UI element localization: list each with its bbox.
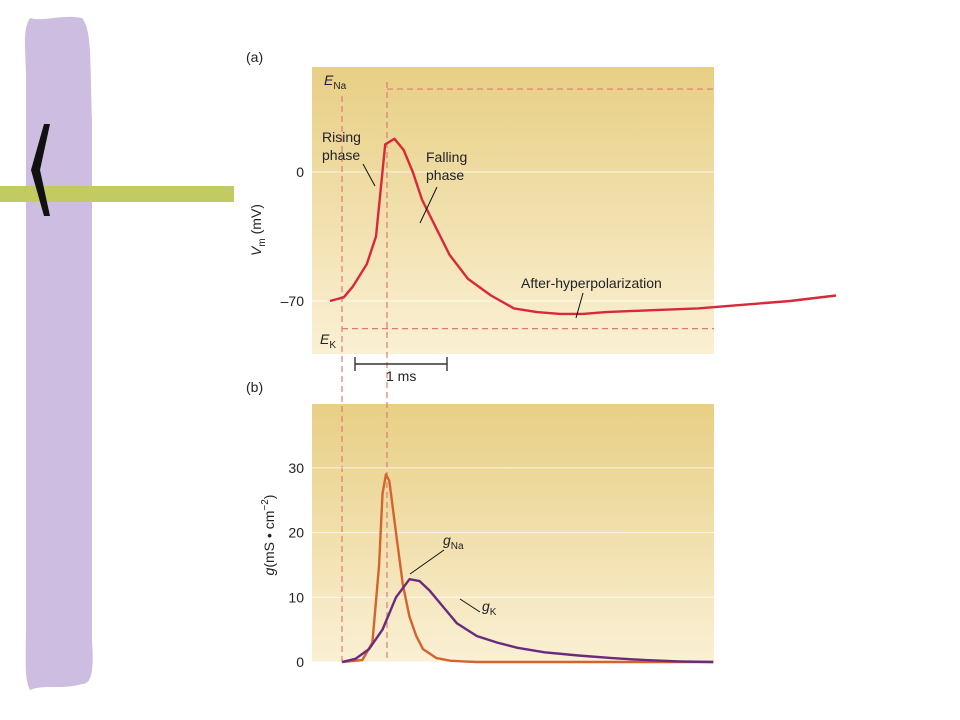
decorative-purple-bar <box>25 16 93 691</box>
panel-a-label: (a) <box>246 49 263 65</box>
decorative-chevron <box>31 124 50 216</box>
e-na-label: ENa <box>324 72 347 92</box>
panel-a-gridlines <box>312 171 714 302</box>
g-na-label: gNa <box>443 532 464 552</box>
y-tick-label: 20 <box>288 525 304 541</box>
decorative-green-bar <box>0 186 234 202</box>
after-hyperpolarization-pointer <box>575 292 584 319</box>
y-tick-label: 0 <box>296 654 304 670</box>
falling-phase-pointer <box>419 186 438 224</box>
y-tick-label: 10 <box>288 589 304 605</box>
g-k-label: gK <box>482 598 497 618</box>
falling-phase-label: Falling phase <box>426 149 471 183</box>
y-tick-label: 30 <box>288 460 304 476</box>
g-na-curve <box>341 473 714 664</box>
g-k-pointer <box>459 598 481 613</box>
y-tick-label: –70 <box>281 293 305 309</box>
g-k-curve <box>341 578 714 664</box>
panel-a-reference-lines <box>342 88 714 330</box>
rising-phase-pointer <box>362 163 376 187</box>
y-tick-label: 0 <box>296 164 304 180</box>
rising-phase-label: Rising phase <box>322 129 365 163</box>
scale-bar-label: 1 ms <box>386 368 416 384</box>
panel-b-y-ticks: 30 20 10 0 <box>288 460 304 670</box>
panel-a-y-axis-label: Vm (mV) <box>248 204 268 256</box>
panel-a-y-ticks: 0 –70 <box>281 164 305 309</box>
g-na-pointer <box>409 549 445 575</box>
after-hyperpolarization-label: After-hyperpolarization <box>521 275 662 291</box>
e-k-label: EK <box>320 331 336 351</box>
panel-b-y-axis-label: g(mS • cm−2) <box>260 495 277 576</box>
membrane-potential-curve <box>329 137 837 316</box>
panel-b-label: (b) <box>246 379 263 395</box>
time-scale-bar <box>354 357 448 371</box>
